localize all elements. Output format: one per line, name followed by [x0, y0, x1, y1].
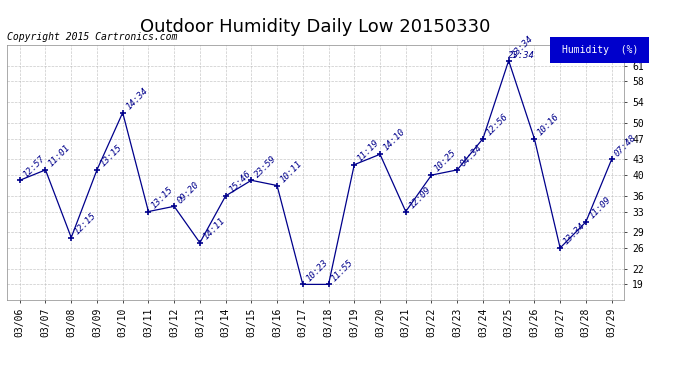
Text: 13:15: 13:15	[99, 143, 124, 168]
Text: 07:48: 07:48	[613, 133, 638, 158]
Text: 11:01: 11:01	[47, 143, 72, 168]
Text: 13:15: 13:15	[150, 185, 175, 210]
Text: 10:16: 10:16	[535, 112, 561, 137]
Text: 13:34: 13:34	[562, 221, 587, 247]
Text: 14:34: 14:34	[124, 86, 150, 111]
Text: 11:09: 11:09	[587, 195, 613, 220]
Text: 23:59: 23:59	[253, 153, 278, 179]
Text: 12:09: 12:09	[407, 185, 433, 210]
Text: 15:46: 15:46	[227, 169, 253, 195]
Text: 09:20: 09:20	[175, 180, 201, 205]
Title: Outdoor Humidity Daily Low 20150330: Outdoor Humidity Daily Low 20150330	[141, 18, 491, 36]
Text: 10:25: 10:25	[433, 148, 458, 174]
Text: 23:34: 23:34	[508, 51, 535, 60]
Text: Copyright 2015 Cartronics.com: Copyright 2015 Cartronics.com	[7, 33, 177, 42]
Text: 14:10: 14:10	[382, 128, 407, 153]
Text: 12:15: 12:15	[72, 211, 98, 236]
Text: 12:57: 12:57	[21, 153, 46, 179]
Text: 10:11: 10:11	[279, 159, 304, 184]
Text: 11:55: 11:55	[330, 258, 355, 283]
Text: 23:34: 23:34	[510, 34, 535, 59]
Text: 12:56: 12:56	[484, 112, 510, 137]
Text: 11:19: 11:19	[355, 138, 381, 163]
Text: 14:11: 14:11	[201, 216, 226, 242]
Text: 10:23: 10:23	[304, 258, 330, 283]
Text: 04:34: 04:34	[459, 143, 484, 168]
